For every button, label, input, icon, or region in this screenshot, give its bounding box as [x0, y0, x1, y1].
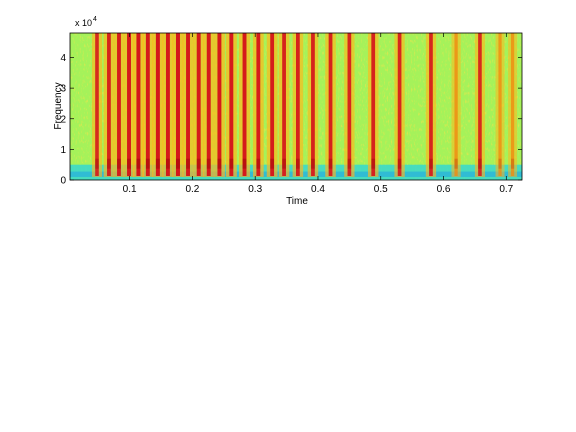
plot-area [70, 33, 522, 180]
y-exponent-power: 4 [93, 16, 97, 23]
x-tick-label: 0.7 [499, 184, 513, 195]
onset-mark [292, 33, 304, 177]
onset-mark [182, 33, 194, 177]
plot-frame [69, 32, 523, 181]
onset-mark [451, 33, 461, 177]
x-tick-label: 0.1 [123, 184, 137, 195]
onset-mark [162, 33, 174, 177]
y-tick-label: 2 [60, 114, 66, 125]
onset-mark [113, 33, 125, 177]
onset-mark [252, 33, 264, 177]
onset-mark [203, 33, 215, 177]
onset-mark [367, 33, 379, 177]
onset-mark [103, 33, 115, 177]
onset-mark [474, 33, 485, 177]
y-tick-label: 3 [60, 84, 66, 95]
x-tick-label: 0.3 [248, 184, 262, 195]
onset-mark [239, 33, 251, 177]
onset-mark [172, 33, 184, 177]
y-axis-label: Frequency [53, 82, 64, 129]
x-tick-label: 0.2 [185, 184, 199, 195]
x-tick-label: 0.6 [437, 184, 451, 195]
onset-mark [495, 33, 505, 177]
onset-mark [152, 33, 164, 177]
onset-mark [278, 33, 290, 177]
x-axis-label: Time [286, 196, 308, 207]
onset-mark [307, 33, 319, 177]
onset-mark [394, 33, 405, 177]
onset-mark [508, 33, 518, 177]
onset-mark [325, 33, 336, 177]
onset-mark [91, 33, 103, 177]
y-tick-label: 0 [60, 176, 66, 187]
onset-mark [132, 33, 145, 177]
x-tick-label: 0.4 [311, 184, 325, 195]
onset-mark [344, 33, 355, 177]
onset-mark [425, 33, 437, 177]
y-tick-label: 4 [60, 53, 66, 64]
onset-mark [123, 33, 135, 177]
onset-mark [193, 33, 205, 177]
x-axis: 0.1 0.2 0.3 0.4 0.5 0.6 0.7 [123, 33, 514, 195]
y-tick-label: 1 [60, 145, 66, 156]
y-axis: 0 1 2 3 4 [60, 53, 522, 187]
onset-mark [225, 33, 237, 177]
onset-mark [266, 33, 278, 177]
x-tick-label: 0.5 [374, 184, 388, 195]
onset-mark [142, 33, 154, 177]
onset-mark [213, 33, 225, 177]
y-exponent-base: x 10 [75, 18, 92, 28]
